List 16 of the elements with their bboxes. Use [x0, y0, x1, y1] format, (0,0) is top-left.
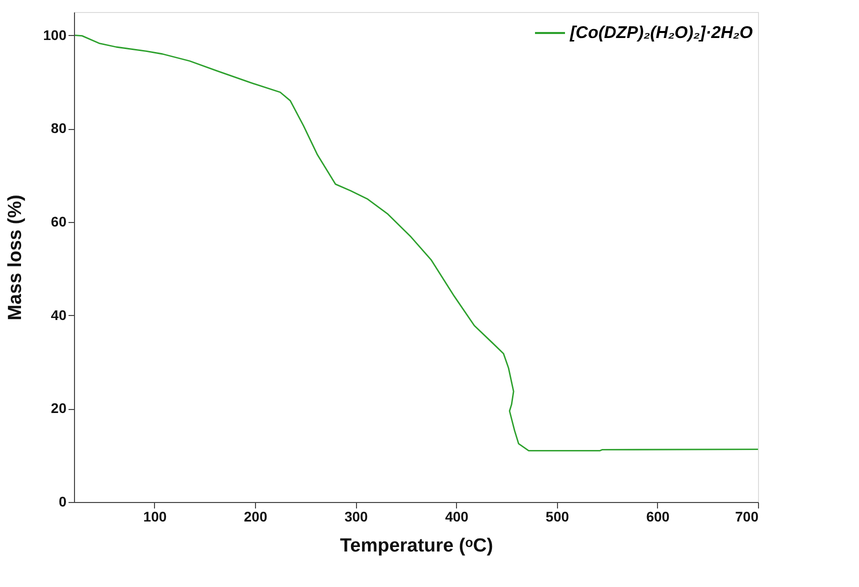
- y-tick-label: 100: [43, 26, 67, 43]
- y-tick-label: 80: [50, 120, 67, 136]
- x-tick-label: 700: [735, 508, 759, 524]
- legend-label: [Co(DZP)₂(H₂O)₂]·2H₂O: [569, 23, 753, 42]
- x-tick-label: 600: [646, 508, 670, 524]
- x-tick-label: 100: [143, 508, 167, 524]
- y-tick-label: 60: [50, 214, 67, 230]
- y-tick-label: 40: [50, 306, 67, 323]
- x-axis-title: Temperature (ᵒC): [340, 536, 494, 556]
- x-tick-label: 500: [546, 508, 570, 524]
- x-tick-label: 300: [344, 508, 368, 524]
- x-tick-label: 200: [244, 508, 268, 524]
- y-axis-title: Mass loss (%): [5, 194, 26, 320]
- y-tick-label: 0: [58, 494, 67, 510]
- y-tick-label: 20: [50, 400, 67, 416]
- x-tick-label: 400: [445, 508, 469, 524]
